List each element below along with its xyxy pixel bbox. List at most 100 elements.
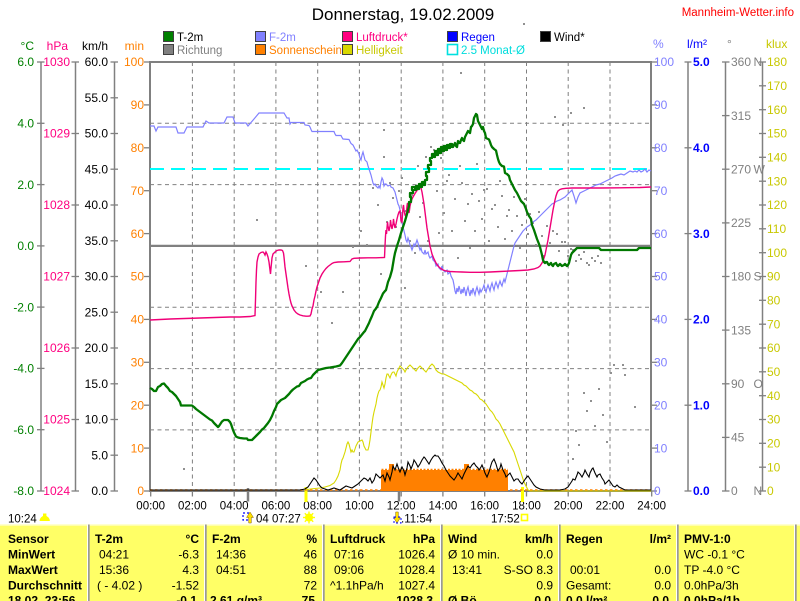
svg-text:0.0: 0.0	[534, 594, 551, 601]
svg-text:MaxWert: MaxWert	[8, 563, 58, 577]
svg-text:50: 50	[131, 270, 145, 284]
svg-text:180: 180	[767, 55, 787, 69]
svg-text:00:00: 00:00	[136, 501, 165, 513]
svg-text:45: 45	[731, 431, 745, 445]
svg-text:1026: 1026	[43, 341, 70, 355]
svg-text:1028.3: 1028.3	[396, 594, 433, 601]
svg-text:1028.4: 1028.4	[398, 563, 435, 577]
svg-text:24:00: 24:00	[637, 501, 666, 513]
svg-text:°: °	[727, 37, 732, 51]
svg-text:30: 30	[654, 356, 668, 370]
svg-text:20: 20	[654, 398, 668, 412]
svg-text:100: 100	[654, 55, 674, 69]
svg-text:2.5 Monat-Ø: 2.5 Monat-Ø	[461, 45, 525, 57]
svg-text:0.0: 0.0	[693, 484, 710, 498]
svg-text:80: 80	[131, 141, 145, 155]
svg-text:04 07:27: 04 07:27	[256, 514, 301, 526]
svg-text:Luftdruck*: Luftdruck*	[356, 32, 408, 44]
svg-text:0.0: 0.0	[536, 548, 553, 562]
svg-text:-6.3: -6.3	[178, 548, 199, 562]
svg-text:88: 88	[304, 563, 318, 577]
svg-text:40: 40	[131, 313, 145, 327]
svg-text:( - 4.02 ): ( - 4.02 )	[97, 579, 142, 593]
svg-text:1029: 1029	[43, 127, 70, 141]
svg-text:60: 60	[654, 227, 668, 241]
svg-text:10:24: 10:24	[8, 514, 37, 526]
svg-text:14:00: 14:00	[429, 501, 458, 513]
svg-text:0.0: 0.0	[652, 594, 669, 601]
svg-text:min: min	[125, 39, 144, 53]
svg-text:4.3: 4.3	[182, 563, 199, 577]
svg-text:T-2m: T-2m	[95, 532, 123, 546]
svg-text:1030: 1030	[43, 55, 70, 69]
svg-text:140: 140	[767, 151, 787, 165]
svg-text:Helligkeit: Helligkeit	[356, 45, 403, 57]
svg-text:l/m²: l/m²	[687, 37, 707, 51]
svg-text:0.0hPa/1h: 0.0hPa/1h	[684, 594, 740, 601]
svg-text:13:41: 13:41	[452, 563, 482, 577]
svg-text:5.0: 5.0	[91, 448, 108, 462]
svg-text:0.9: 0.9	[536, 579, 553, 593]
svg-text:0.0 l/m²: 0.0 l/m²	[566, 594, 607, 601]
svg-text:110: 110	[767, 222, 786, 236]
svg-text:180: 180	[731, 270, 751, 284]
svg-text:30.0: 30.0	[85, 270, 109, 284]
svg-text:08:00: 08:00	[303, 501, 332, 513]
svg-text:17:52: 17:52	[491, 514, 520, 526]
svg-text:18.02. 23:56: 18.02. 23:56	[8, 594, 76, 601]
svg-text:360: 360	[731, 55, 751, 69]
svg-text:20: 20	[131, 398, 145, 412]
svg-text:45.0: 45.0	[85, 162, 109, 176]
svg-text:06:00: 06:00	[262, 501, 291, 513]
svg-text:15.0: 15.0	[85, 377, 109, 391]
svg-text:2.0: 2.0	[17, 178, 34, 192]
svg-text:20:00: 20:00	[554, 501, 583, 513]
svg-text:0: 0	[137, 484, 144, 498]
svg-text:15:36: 15:36	[99, 563, 129, 577]
svg-text:25.0: 25.0	[85, 305, 109, 319]
svg-text:S-SO 8.3: S-SO 8.3	[504, 563, 554, 577]
svg-text:14:36: 14:36	[216, 548, 246, 562]
svg-text:Wind*: Wind*	[554, 32, 585, 44]
svg-text:150: 150	[767, 127, 787, 141]
svg-text:04:51: 04:51	[216, 563, 246, 577]
svg-text:1.0: 1.0	[693, 398, 710, 412]
svg-text:55.0: 55.0	[85, 91, 109, 105]
svg-text:Gesamt:: Gesamt:	[566, 579, 611, 593]
svg-text:07:16: 07:16	[334, 548, 364, 562]
svg-text:10.0: 10.0	[85, 413, 109, 427]
svg-text:°C: °C	[186, 532, 200, 546]
svg-text:46: 46	[304, 548, 318, 562]
svg-text:S: S	[754, 270, 762, 284]
svg-text:50.0: 50.0	[85, 127, 109, 141]
svg-text:km/h: km/h	[525, 532, 553, 546]
svg-text:4.0: 4.0	[693, 141, 710, 155]
svg-text:0.0: 0.0	[654, 579, 671, 593]
svg-text:0: 0	[731, 484, 738, 498]
svg-text:%: %	[653, 37, 664, 51]
svg-text:N: N	[754, 484, 763, 498]
svg-text:0.0: 0.0	[91, 484, 108, 498]
svg-text:100: 100	[767, 246, 787, 260]
svg-text:TP -4.0 °C: TP -4.0 °C	[684, 563, 740, 577]
svg-text:0: 0	[654, 484, 661, 498]
svg-text:315: 315	[731, 109, 751, 123]
svg-text:10: 10	[131, 441, 145, 455]
svg-text:60: 60	[767, 341, 781, 355]
svg-text:80: 80	[654, 141, 668, 155]
svg-text:Wind: Wind	[448, 532, 477, 546]
svg-text:90: 90	[131, 98, 145, 112]
svg-text:10: 10	[654, 441, 668, 455]
svg-text:F-2m: F-2m	[269, 32, 296, 44]
svg-text:°C: °C	[21, 39, 35, 53]
svg-text:hPa: hPa	[47, 39, 69, 53]
svg-text:Regen: Regen	[461, 32, 495, 44]
svg-text:-8.0: -8.0	[13, 484, 34, 498]
svg-text:%: %	[306, 532, 317, 546]
svg-text:MinWert: MinWert	[8, 548, 55, 562]
svg-text:04:21: 04:21	[99, 548, 129, 562]
svg-text:30: 30	[131, 356, 145, 370]
svg-text:20: 20	[767, 437, 781, 451]
svg-text:-1.52: -1.52	[172, 579, 200, 593]
svg-text:0: 0	[767, 484, 774, 498]
